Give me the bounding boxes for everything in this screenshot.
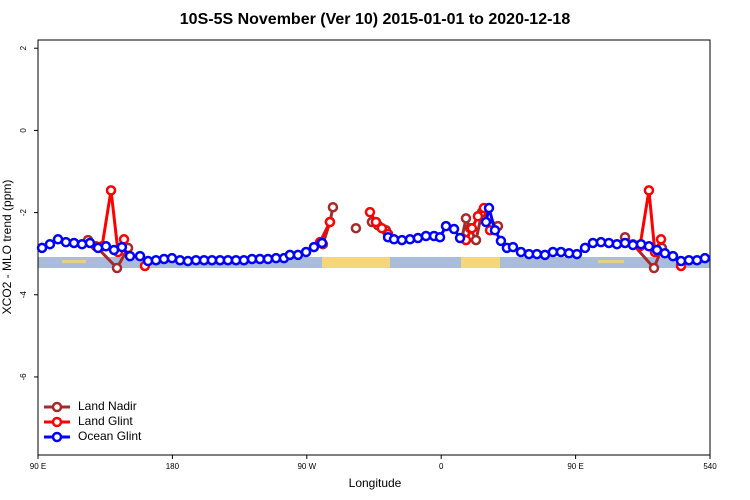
- data-point: [611, 238, 623, 250]
- data-point: [466, 222, 478, 234]
- land-strip: [461, 257, 500, 268]
- x-tick-label: 0: [439, 462, 444, 471]
- data-point: [648, 262, 660, 274]
- data-point: [44, 238, 56, 250]
- data-point: [300, 246, 312, 258]
- data-point: [254, 253, 266, 265]
- data-point: [480, 216, 492, 228]
- series-line: [102, 190, 681, 266]
- data-point: [134, 250, 146, 262]
- x-axis-label: Longitude: [349, 476, 402, 490]
- data-point: [150, 254, 162, 266]
- data-point: [627, 239, 639, 251]
- data-point: [364, 206, 376, 218]
- data-point: [683, 254, 695, 266]
- data-point: [495, 235, 507, 247]
- data-point: [659, 248, 671, 259]
- data-point: [190, 254, 202, 266]
- x-tick-label: 540: [703, 462, 717, 471]
- data-point: [470, 234, 482, 246]
- data-point: [579, 242, 591, 254]
- data-point: [448, 223, 460, 235]
- x-tick-label: 90 W: [297, 462, 316, 471]
- data-point: [515, 246, 527, 258]
- data-point: [370, 216, 382, 228]
- map-strip: [38, 257, 710, 268]
- data-point: [308, 241, 320, 253]
- data-point: [440, 220, 452, 232]
- data-point: [404, 234, 416, 245]
- data-point: [222, 254, 234, 266]
- data-point: [667, 250, 679, 262]
- data-point: [36, 242, 48, 254]
- land-strip: [322, 257, 390, 268]
- y-tick-label: 0: [19, 128, 28, 133]
- data-point: [412, 232, 424, 244]
- data-point: [434, 231, 446, 243]
- data-point: [454, 232, 466, 244]
- data-point: [587, 237, 599, 249]
- data-point: [483, 202, 495, 214]
- data-point: [68, 237, 80, 249]
- x-tick-label: 90 E: [567, 462, 583, 471]
- data-point: [507, 241, 519, 253]
- data-point: [547, 246, 559, 258]
- data-point: [643, 185, 655, 196]
- data-point: [105, 185, 117, 196]
- data-point: [124, 250, 136, 262]
- legend-label: Ocean Glint: [78, 429, 142, 443]
- data-point: [206, 254, 218, 266]
- chart-title: 10S-5S November (Ver 10) 2015-01-01 to 2…: [180, 11, 571, 28]
- x-tick-label: 90 E: [30, 462, 46, 471]
- y-tick-label: 2: [19, 45, 28, 50]
- data-point: [396, 234, 408, 246]
- legend-label: Land Glint: [78, 414, 133, 428]
- data-point: [111, 262, 123, 274]
- data-point: [84, 237, 96, 249]
- y-tick-label: -6: [19, 373, 28, 381]
- data-point: [324, 216, 336, 228]
- legend-marker: [51, 431, 63, 443]
- data-point: [292, 249, 304, 261]
- data-point: [531, 248, 543, 260]
- data-point: [603, 237, 615, 249]
- data-point: [182, 255, 194, 267]
- legend-marker: [51, 401, 63, 413]
- legend-marker: [51, 416, 63, 428]
- data-point: [376, 222, 388, 234]
- y-tick-label: -2: [19, 208, 28, 216]
- data-point: [327, 201, 339, 213]
- data-point: [262, 253, 274, 265]
- data-point: [316, 237, 328, 249]
- data-point: [350, 222, 362, 234]
- x-tick-label: 180: [166, 462, 180, 471]
- data-point: [420, 230, 432, 242]
- data-point: [76, 238, 88, 250]
- data-point: [166, 252, 178, 264]
- y-axis-label: XCO2 - MLO trend (ppm): [0, 180, 14, 315]
- data-point: [460, 213, 472, 224]
- data-point: [571, 248, 583, 260]
- data-point: [489, 224, 501, 236]
- island-strip: [62, 260, 86, 263]
- island-strip: [598, 260, 624, 263]
- data-point: [284, 249, 296, 261]
- data-point: [555, 246, 567, 258]
- legend-label: Land Nadir: [78, 399, 137, 413]
- data-point: [643, 241, 655, 252]
- data-point: [116, 241, 128, 253]
- data-point: [100, 241, 112, 252]
- data-point: [472, 211, 484, 222]
- y-tick-label: -4: [19, 291, 28, 299]
- data-point: [238, 254, 250, 266]
- data-point: [655, 234, 667, 245]
- data-point: [699, 252, 711, 264]
- data-point: [60, 236, 72, 248]
